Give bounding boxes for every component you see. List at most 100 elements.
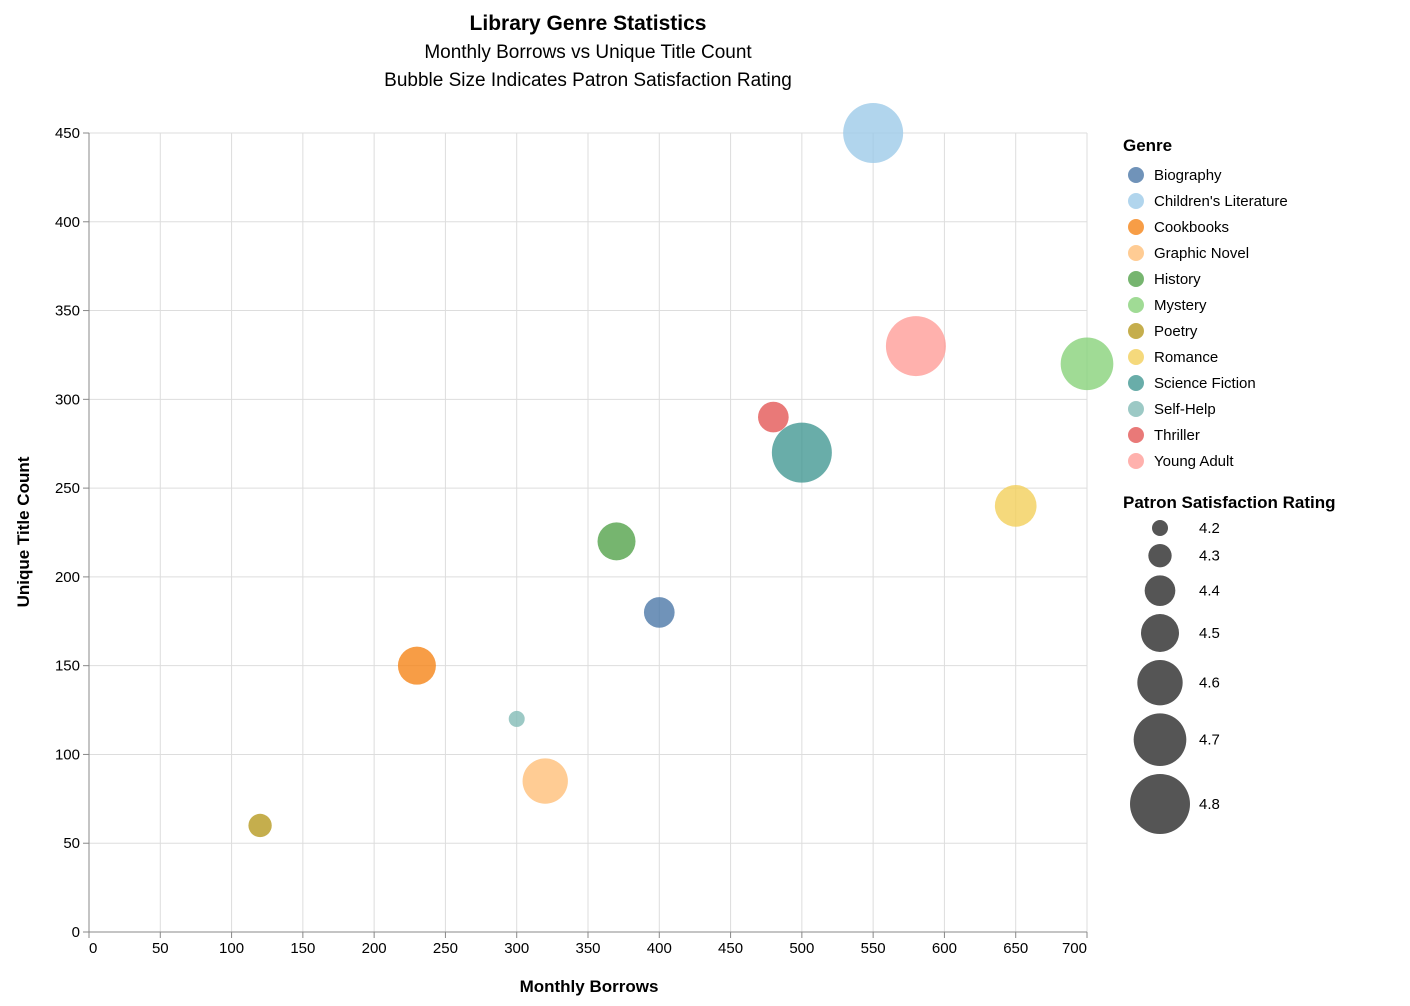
bubble-young-adult[interactable] (885, 316, 946, 377)
genre-legend-label: Poetry (1154, 323, 1198, 340)
genre-legend-title: Genre (1123, 136, 1172, 155)
size-legend-label: 4.7 (1199, 732, 1220, 749)
y-tick-label: 150 (55, 658, 80, 675)
genre-legend-item[interactable]: Graphic Novel (1128, 245, 1249, 262)
legend: Genre Biography Children's Literature Cook… (1123, 136, 1336, 834)
genre-legend-item[interactable]: History (1128, 271, 1201, 288)
genre-legend-item[interactable]: Self-Help (1128, 401, 1216, 418)
plot-area: 0 50 100 150 200 250 300 350 400 450 500 550 600 650 7… (55, 103, 1114, 957)
size-legend-item: 4.8 (1130, 774, 1220, 834)
x-tick-label: 500 (789, 940, 814, 957)
genre-legend-item[interactable]: Young Adult (1128, 453, 1234, 470)
size-legend-item: 4.4 (1144, 575, 1220, 607)
genre-legend-item[interactable]: Thriller (1128, 427, 1200, 444)
y-tick-label: 400 (55, 214, 80, 231)
size-legend: 4.2 4.3 4.4 4.5 4.6 4.7 4.8 (1130, 520, 1220, 834)
genre-legend-swatch (1128, 219, 1144, 235)
x-tick-label: 650 (1003, 940, 1028, 957)
bubble-children-s-literature[interactable] (843, 103, 904, 163)
genre-legend-item[interactable]: Mystery (1128, 297, 1207, 314)
genre-legend-label: Children's Literature (1154, 193, 1288, 210)
y-axis-title: Unique Title Count (14, 456, 33, 607)
y-tick-label: 50 (63, 835, 80, 852)
x-tick-label: 200 (362, 940, 387, 957)
y-tick-label: 100 (55, 746, 80, 763)
grid (88, 132, 1088, 933)
size-legend-swatch (1137, 660, 1183, 706)
x-tick-label: 450 (718, 940, 743, 957)
x-tick-label: 50 (152, 940, 169, 957)
genre-legend-swatch (1128, 427, 1144, 443)
size-legend-swatch (1133, 713, 1187, 767)
chart-titles: Library Genre Statistics Monthly Borrows… (384, 12, 792, 91)
size-legend-item: 4.2 (1152, 520, 1220, 537)
size-legend-label: 4.8 (1199, 796, 1220, 813)
size-legend-item: 4.7 (1133, 713, 1220, 767)
bubble-cookbooks[interactable] (397, 646, 436, 685)
genre-legend-item[interactable]: Biography (1128, 167, 1222, 184)
genre-legend-label: Graphic Novel (1154, 245, 1249, 262)
size-legend-label: 4.6 (1199, 675, 1220, 692)
x-tick-label: 150 (290, 940, 315, 957)
chart-title: Library Genre Statistics (470, 12, 707, 35)
x-tick-label: 100 (219, 940, 244, 957)
genre-legend-item[interactable]: Science Fiction (1128, 375, 1256, 392)
genre-legend-swatch (1128, 453, 1144, 469)
x-axis-title: Monthly Borrows (520, 977, 659, 996)
y-tick-label: 350 (55, 303, 80, 320)
genre-legend: Biography Children's Literature Cookbooks G… (1128, 167, 1288, 470)
genre-legend-item[interactable]: Cookbooks (1128, 219, 1229, 236)
size-legend-title: Patron Satisfaction Rating (1123, 493, 1336, 512)
size-legend-swatch (1130, 774, 1190, 834)
genre-legend-label: Biography (1154, 167, 1222, 184)
y-tick-label: 300 (55, 391, 80, 408)
x-tick-label: 250 (433, 940, 458, 957)
y-tick-label: 0 (72, 924, 80, 941)
size-legend-swatch (1144, 575, 1176, 607)
chart-subtitle-line-2: Bubble Size Indicates Patron Satisfactio… (384, 70, 792, 91)
data-points (248, 103, 1114, 838)
genre-legend-label: Thriller (1154, 427, 1200, 444)
genre-legend-label: Cookbooks (1154, 219, 1229, 236)
genre-legend-swatch (1128, 349, 1144, 365)
genre-legend-item[interactable]: Poetry (1128, 323, 1198, 340)
bubble-poetry[interactable] (248, 813, 272, 838)
genre-legend-item[interactable]: Romance (1128, 349, 1218, 366)
bubble-mystery[interactable] (1060, 337, 1114, 391)
size-legend-swatch (1152, 520, 1168, 536)
bubble-biography[interactable] (643, 597, 675, 628)
genre-legend-label: History (1154, 271, 1201, 288)
bubble-self-help[interactable] (508, 710, 525, 727)
size-legend-item: 4.3 (1148, 544, 1220, 568)
genre-legend-label: Science Fiction (1154, 375, 1256, 392)
size-legend-swatch (1148, 544, 1172, 568)
genre-legend-label: Self-Help (1154, 401, 1216, 418)
bubble-thriller[interactable] (758, 401, 789, 433)
bubble-history[interactable] (597, 522, 636, 561)
genre-legend-swatch (1128, 375, 1144, 391)
bubble-science-fiction[interactable] (771, 422, 832, 483)
x-tick-label: 350 (575, 940, 600, 957)
x-tick-label: 400 (647, 940, 672, 957)
genre-legend-item[interactable]: Children's Literature (1128, 193, 1288, 210)
size-legend-label: 4.5 (1199, 625, 1220, 642)
bubble-graphic-novel[interactable] (522, 758, 568, 804)
x-tick-label: 700 (1062, 940, 1087, 957)
genre-legend-swatch (1128, 245, 1144, 261)
size-legend-label: 4.4 (1199, 583, 1220, 600)
bubble-romance[interactable] (994, 485, 1037, 527)
genre-legend-swatch (1128, 323, 1144, 339)
y-tick-label: 250 (55, 480, 80, 497)
genre-legend-swatch (1128, 193, 1144, 209)
genre-legend-label: Romance (1154, 349, 1218, 366)
size-legend-label: 4.2 (1199, 520, 1220, 537)
genre-legend-swatch (1128, 271, 1144, 287)
size-legend-item: 4.5 (1141, 614, 1220, 652)
x-tick-label: 600 (932, 940, 957, 957)
axes: 0 50 100 150 200 250 300 350 400 450 500 550 600 650 7… (55, 125, 1088, 957)
genre-legend-swatch (1128, 167, 1144, 183)
genre-legend-label: Young Adult (1154, 453, 1234, 470)
size-legend-item: 4.6 (1137, 660, 1220, 706)
genre-legend-swatch (1128, 401, 1144, 417)
